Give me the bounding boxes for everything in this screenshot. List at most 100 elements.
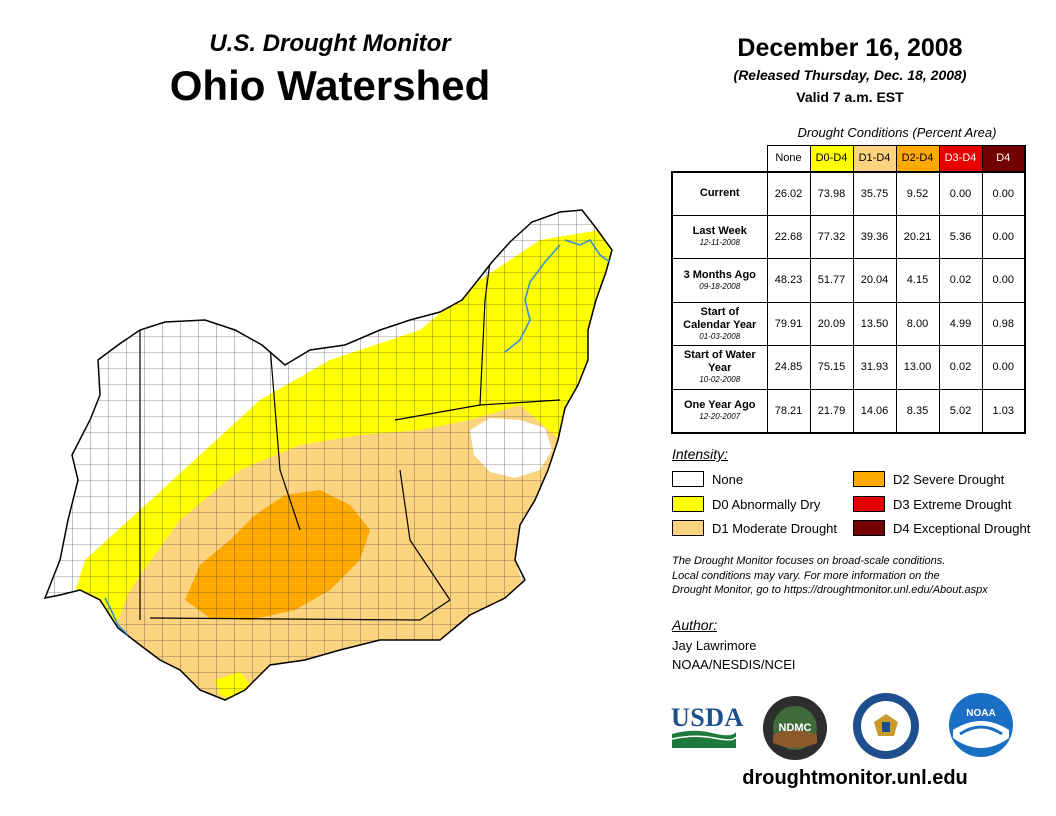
- table-cell: 51.77: [809, 258, 854, 303]
- row-label: Current: [671, 170, 768, 216]
- table-cell: 26.02: [766, 170, 811, 216]
- table-row: 3 Months Ago 09-18-2008 48.23 51.77 20.04 4.1…: [671, 258, 1026, 303]
- conditions-caption: Drought Conditions (Percent Area): [797, 125, 997, 140]
- legend-item-d2: D2 Severe Drought: [853, 471, 1004, 487]
- row-date: 09-18-2008: [699, 281, 741, 291]
- table-cell: 0.02: [938, 258, 983, 303]
- legend-label: D2 Severe Drought: [893, 471, 1005, 487]
- row-label-text: Current: [699, 187, 740, 199]
- noaa-logo: NOAA: [949, 693, 1013, 757]
- legend-swatch-none: [672, 471, 704, 487]
- legend-label: None: [712, 471, 744, 487]
- row-label: Start of Calendar Year 01-03-2008: [671, 301, 768, 346]
- table-row: Start of Water Year 10-02-2008 24.85 75.15 3…: [671, 345, 1026, 390]
- table-cell: 0.00: [981, 214, 1026, 259]
- legend-swatch-d3: [853, 496, 885, 512]
- watershed-outline: [43, 209, 613, 701]
- website-link[interactable]: droughtmonitor.unl.edu: [742, 767, 968, 789]
- table-row: Last Week 12-11-2008 22.68 77.32 39.36 20.21 5…: [671, 214, 1026, 259]
- table-cell: 9.52: [895, 170, 940, 216]
- county-grid: [45, 210, 612, 700]
- ndmc-logo-text: NDMC: [779, 722, 812, 734]
- usda-logo: USDA: [671, 703, 744, 732]
- drought-map: [43, 209, 613, 701]
- conditions-table: None D0-D4 D1-D4 D2-D4 D3-D4 D4 Current 2…: [671, 145, 1026, 434]
- usda-hills-icon: [672, 730, 736, 748]
- map-date: December 16, 2008: [737, 34, 963, 62]
- table-cell: 8.00: [895, 301, 940, 346]
- table-cell: 0.00: [981, 345, 1026, 390]
- legend-title: Intensity:: [672, 446, 729, 462]
- row-label: Start of Water Year 10-02-2008: [671, 345, 768, 390]
- table-cell: 78.21: [766, 388, 811, 434]
- col-d0-d4: D0-D4: [809, 145, 854, 172]
- table-cell: 0.00: [981, 258, 1026, 303]
- row-date: 10-02-2008: [699, 375, 741, 385]
- author-label: Author:: [672, 617, 718, 633]
- table-cell: 75.15: [809, 345, 854, 390]
- table-cell: 13.50: [852, 301, 897, 346]
- row-label-text: Start of Calendar Year: [683, 305, 757, 331]
- legend-swatch-d0: [672, 496, 704, 512]
- state-boundaries: [139, 261, 561, 621]
- table-corner: [672, 146, 767, 172]
- disclaimer-note: The Drought Monitor focuses on broad-sca…: [672, 554, 1042, 598]
- table-cell: 21.79: [809, 388, 854, 434]
- legend-item-d3: D3 Extreme Drought: [853, 496, 1012, 512]
- river-ohio: [104, 597, 129, 636]
- table-cell: 20.09: [809, 301, 854, 346]
- table-cell: 24.85: [766, 345, 811, 390]
- table-cell: 1.03: [981, 388, 1026, 434]
- legend-swatch-d2: [853, 471, 885, 487]
- legend-label: D3 Extreme Drought: [893, 496, 1012, 512]
- row-date: 12-11-2008: [699, 238, 740, 248]
- table-cell: 0.98: [981, 301, 1026, 346]
- author-name: Jay Lawrimore: [672, 638, 757, 653]
- row-label-text: Start of Water Year: [683, 349, 756, 375]
- legend-item-d0: D0 Abnormally Dry: [672, 496, 820, 512]
- col-d2-d4: D2-D4: [895, 145, 940, 172]
- river-allegheny: [564, 238, 611, 263]
- row-label-text: One Year Ago: [683, 399, 756, 411]
- release-date: (Released Thursday, Dec. 18, 2008): [733, 67, 967, 83]
- valid-time: Valid 7 a.m. EST: [796, 89, 904, 105]
- note-line[interactable]: Drought Monitor, go to https://droughtmo…: [672, 584, 988, 596]
- note-line: The Drought Monitor focuses on broad-sca…: [672, 555, 946, 567]
- table-row: Current 26.02 73.98 35.75 9.52 0.00 0.00: [671, 170, 1026, 216]
- legend-item-d1: D1 Moderate Drought: [672, 520, 837, 536]
- table-row: Start of Calendar Year 01-03-2008 79.91 20.…: [671, 301, 1026, 346]
- author-org: NOAA/NESDIS/NCEI: [672, 657, 796, 672]
- ndmc-logo: NDMC: [763, 696, 827, 760]
- table-cell: 4.99: [938, 301, 983, 346]
- table-cell: 0.02: [938, 345, 983, 390]
- table-cell: 39.36: [852, 214, 897, 259]
- legend-item-d4: D4 Exceptional Drought: [853, 520, 1030, 536]
- legend-item-none: None: [672, 471, 743, 487]
- col-d3-d4: D3-D4: [938, 145, 983, 172]
- table-cell: 31.93: [852, 345, 897, 390]
- table-cell: 20.04: [852, 258, 897, 303]
- legend-swatch-d4: [853, 520, 885, 536]
- row-label: 3 Months Ago 09-18-2008: [671, 258, 768, 303]
- page-title: Ohio Watershed: [169, 62, 491, 109]
- col-d1-d4: D1-D4: [852, 145, 897, 172]
- table-cell: 73.98: [809, 170, 854, 216]
- row-label-text: 3 Months Ago: [683, 268, 756, 281]
- row-label: Last Week 12-11-2008: [671, 214, 768, 259]
- row-date: 01-03-2008: [699, 331, 741, 341]
- subtitle: U.S. Drought Monitor: [209, 30, 451, 57]
- table-cell: 79.91: [766, 301, 811, 346]
- table-cell: 77.32: [809, 214, 854, 259]
- legend-label: D0 Abnormally Dry: [712, 496, 821, 512]
- table-cell: 0.00: [938, 170, 983, 216]
- legend-label: D1 Moderate Drought: [712, 520, 838, 536]
- table-cell: 35.75: [852, 170, 897, 216]
- note-line: Local conditions may vary. For more info…: [672, 569, 940, 582]
- legend-swatch-d1: [672, 520, 704, 536]
- row-label-text: Last Week: [692, 225, 747, 238]
- legend-label: D4 Exceptional Drought: [893, 520, 1031, 536]
- table-cell: 20.21: [895, 214, 940, 259]
- table-cell: 5.02: [938, 388, 983, 434]
- table-cell: 13.00: [895, 345, 940, 390]
- table-cell: 14.06: [852, 388, 897, 434]
